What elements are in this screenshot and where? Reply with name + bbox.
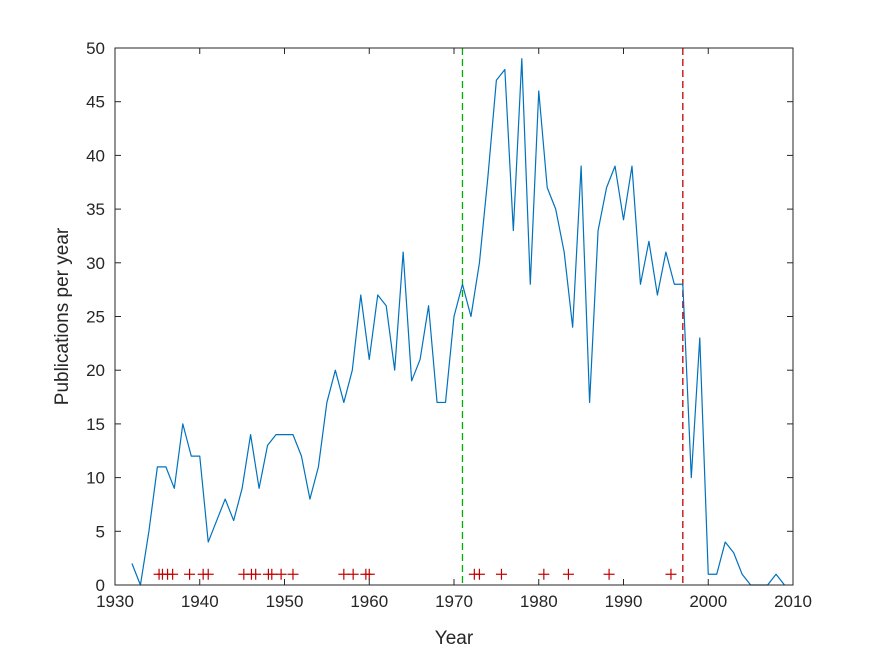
- x-tick-label: 1990: [605, 592, 643, 611]
- data-marker-plus: [167, 568, 179, 580]
- x-tick-label: 1980: [520, 592, 558, 611]
- x-tick-label: 1960: [350, 592, 388, 611]
- y-tick-label: 25: [86, 308, 105, 327]
- axes-layer: 1930 1940 1950 1960 1970 1980 1990 2000 2010 0 5 10…: [86, 39, 812, 611]
- y-tick-label: 40: [86, 146, 105, 165]
- data-marker-plus: [184, 568, 196, 580]
- data-marker-plus: [266, 568, 278, 580]
- y-tick-label: 45: [86, 93, 105, 112]
- data-marker-plus: [665, 568, 677, 580]
- x-tick-label: 1950: [266, 592, 304, 611]
- data-marker-plus: [287, 568, 299, 580]
- data-marker-plus: [603, 568, 615, 580]
- y-tick-label: 35: [86, 200, 105, 219]
- data-marker-plus: [495, 568, 507, 580]
- y-tick-label: 10: [86, 469, 105, 488]
- marker-layer: [153, 568, 677, 580]
- x-tick-label: 1930: [96, 592, 134, 611]
- data-marker-plus: [347, 568, 359, 580]
- reference-lines: [461, 48, 684, 585]
- data-marker-plus: [538, 568, 550, 580]
- data-marker-plus: [275, 568, 287, 580]
- series-layer: [131, 58, 785, 586]
- data-marker-plus: [250, 568, 262, 580]
- data-marker-plus: [363, 568, 375, 580]
- data-marker-plus: [562, 568, 574, 580]
- y-tick-label: 20: [86, 361, 105, 380]
- x-tick-label: 2010: [774, 592, 812, 611]
- x-tick-label: 2000: [689, 592, 727, 611]
- y-axis-label: Publications per year: [52, 227, 73, 405]
- y-tick-label: 5: [96, 522, 105, 541]
- y-tick-label: 30: [86, 254, 105, 273]
- series-line-1: [131, 58, 785, 586]
- data-marker-plus: [473, 568, 485, 580]
- y-tick-label: 50: [86, 39, 105, 58]
- y-tick-label: 15: [86, 415, 105, 434]
- x-tick-label: 1940: [181, 592, 219, 611]
- y-tick-label: 0: [96, 576, 105, 595]
- data-marker-plus: [202, 568, 214, 580]
- x-tick-label: 1970: [435, 592, 473, 611]
- x-axis-label: Year: [435, 628, 474, 649]
- data-marker-plus: [338, 568, 350, 580]
